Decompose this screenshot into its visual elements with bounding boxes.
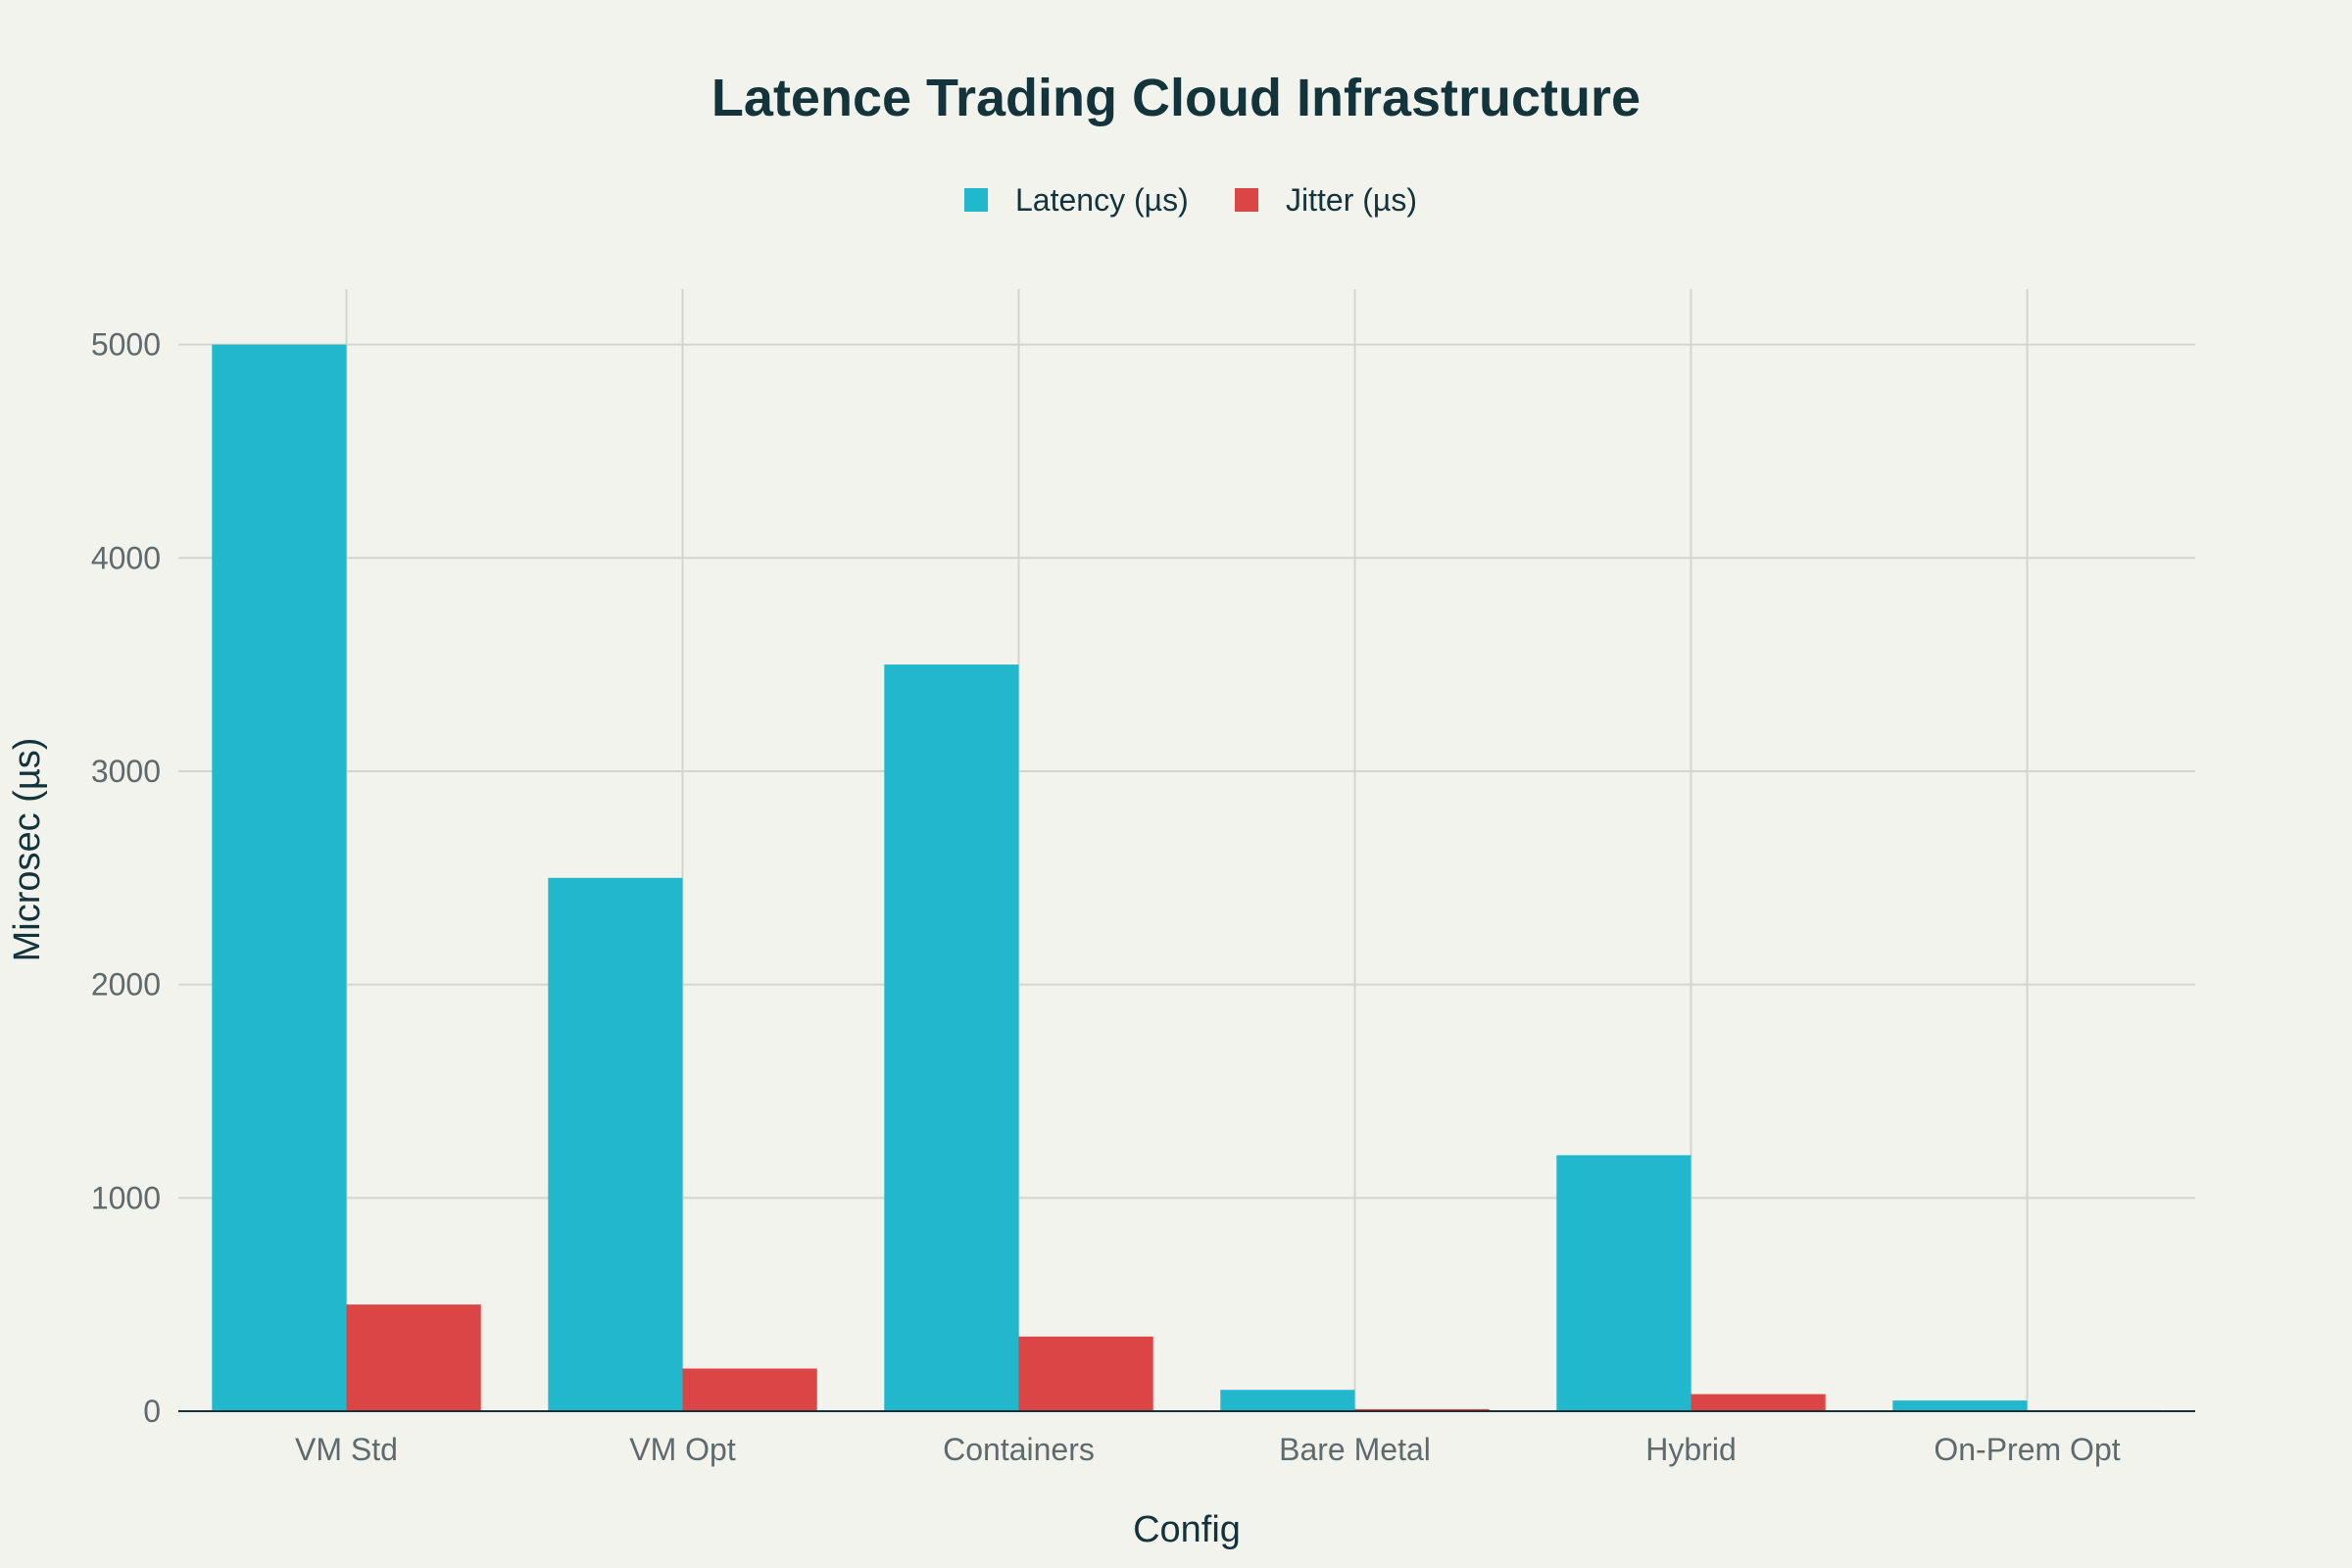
y-tick-label: 0	[143, 1394, 161, 1429]
bar-latency	[1892, 1400, 2028, 1411]
y-axis-ticks: 0 1000 2000 3000 4000 5000	[91, 327, 161, 1429]
bar-latency	[548, 877, 683, 1411]
legend: Latency (µs) Jitter (µs)	[964, 182, 1417, 218]
bar-jitter	[346, 1304, 481, 1411]
bar-jitter	[682, 1368, 817, 1411]
y-tick-label: 4000	[91, 540, 161, 575]
x-tick-label: Hybrid	[1645, 1432, 1736, 1467]
bars	[212, 344, 2162, 1412]
y-tick-label: 2000	[91, 967, 161, 1003]
y-tick-label: 1000	[91, 1180, 161, 1215]
x-tick-label: Bare Metal	[1279, 1432, 1431, 1467]
bar-latency	[1220, 1390, 1355, 1411]
x-tick-label: On-Prem Opt	[1934, 1432, 2120, 1467]
bar-latency	[1556, 1154, 1691, 1411]
x-axis-ticks: VM Std VM Opt Containers Bare Metal Hybrid On…	[295, 1432, 2121, 1467]
x-tick-label: VM Opt	[629, 1432, 736, 1467]
legend-label-latency: Latency (µs)	[1015, 182, 1189, 218]
y-tick-label: 3000	[91, 754, 161, 789]
legend-swatch-latency	[964, 188, 988, 212]
y-axis-title: Microsec (µs)	[7, 738, 48, 962]
x-tick-label: Containers	[943, 1432, 1095, 1467]
legend-label-jitter: Jitter (µs)	[1286, 182, 1417, 218]
grid	[178, 289, 2195, 1411]
bar-jitter	[1690, 1394, 1826, 1411]
x-tick-label: VM Std	[295, 1432, 398, 1467]
bar-jitter	[1354, 1408, 1490, 1411]
bar-latency	[212, 344, 347, 1412]
bar-jitter	[1018, 1336, 1153, 1411]
chart-title: Latence Trading Cloud Infrastructure	[711, 69, 1641, 127]
bar-latency	[884, 664, 1019, 1411]
legend-swatch-jitter	[1235, 188, 1258, 212]
y-tick-label: 5000	[91, 327, 161, 363]
x-axis-title: Config	[1133, 1509, 1241, 1550]
